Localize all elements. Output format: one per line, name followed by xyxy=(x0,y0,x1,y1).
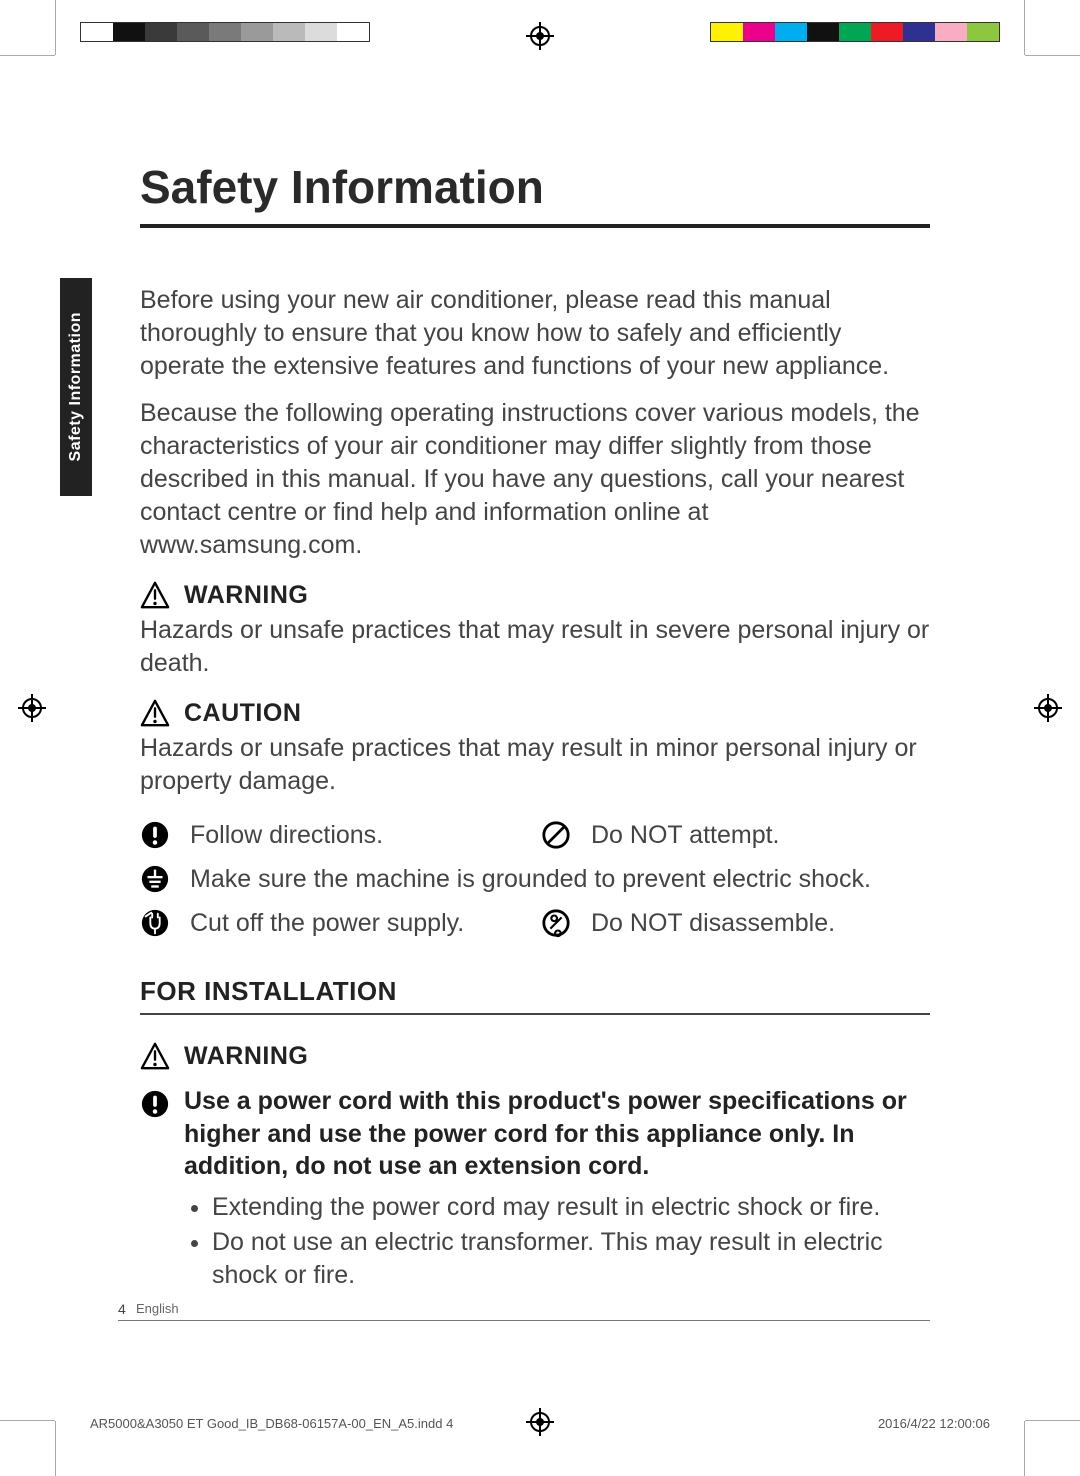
swatch xyxy=(711,23,743,41)
symbol-legend: Follow directions. Do NOT attempt. Make … xyxy=(140,820,930,938)
swatch xyxy=(775,23,807,41)
slug-filename: AR5000&A3050 ET Good_IB_DB68-06157A-00_E… xyxy=(90,1416,453,1431)
page-title: Safety Information xyxy=(140,160,930,228)
registration-mark-icon xyxy=(1034,694,1062,722)
crop-mark xyxy=(1025,55,1080,56)
intro-paragraph: Before using your new air conditioner, p… xyxy=(140,284,930,383)
color-bar-grayscale xyxy=(80,22,370,42)
unplug-icon xyxy=(140,908,170,938)
page-language: English xyxy=(136,1301,179,1316)
caution-heading: CAUTION xyxy=(140,698,930,728)
page-number: 4 xyxy=(118,1301,126,1317)
swatch xyxy=(177,23,209,41)
print-slug: AR5000&A3050 ET Good_IB_DB68-06157A-00_E… xyxy=(90,1416,990,1431)
install-bullet-list: Extending the power cord may result in e… xyxy=(184,1191,930,1292)
warning-text: Hazards or unsafe practices that may res… xyxy=(140,614,930,680)
page-footer: 4 English xyxy=(118,1320,930,1321)
list-item: Extending the power cord may result in e… xyxy=(212,1191,930,1224)
warning-label: WARNING xyxy=(184,581,308,610)
crop-mark xyxy=(0,1420,55,1421)
prohibit-icon xyxy=(541,820,571,850)
swatch xyxy=(337,23,369,41)
crop-mark xyxy=(1024,1421,1025,1476)
swatch xyxy=(145,23,177,41)
registration-mark-icon xyxy=(526,22,554,50)
content-column: Safety Information Before using your new… xyxy=(140,160,930,1294)
install-lead-text: Use a power cord with this product's pow… xyxy=(184,1085,930,1183)
color-bar-cmyk xyxy=(710,22,1000,42)
slug-timestamp: 2016/4/22 12:00:06 xyxy=(878,1416,990,1431)
exclaim-circle-icon xyxy=(140,820,170,850)
swatch xyxy=(81,23,113,41)
section-heading: FOR INSTALLATION xyxy=(140,976,930,1015)
swatch xyxy=(209,23,241,41)
registration-mark-icon xyxy=(18,694,46,722)
swatch xyxy=(903,23,935,41)
no-disassemble-icon xyxy=(541,908,571,938)
swatch xyxy=(273,23,305,41)
caution-label: CAUTION xyxy=(184,699,301,728)
page: Safety Information Safety Information Be… xyxy=(0,0,1080,1476)
swatch xyxy=(967,23,999,41)
warning-triangle-icon xyxy=(140,1041,170,1071)
swatch xyxy=(871,23,903,41)
intro-paragraph: Because the following operating instruct… xyxy=(140,397,930,562)
swatch xyxy=(113,23,145,41)
install-warning-block: Use a power cord with this product's pow… xyxy=(140,1085,930,1294)
warning-heading: WARNING xyxy=(140,1041,930,1071)
symbol-text: Do NOT disassemble. xyxy=(591,909,930,938)
crop-mark xyxy=(1025,1420,1080,1421)
crop-mark xyxy=(55,0,56,55)
crop-mark xyxy=(55,1421,56,1476)
ground-icon xyxy=(140,864,170,894)
symbol-text: Follow directions. xyxy=(190,821,529,850)
symbol-text: Cut off the power supply. xyxy=(190,909,529,938)
symbol-text: Do NOT attempt. xyxy=(591,821,930,850)
symbol-text: Make sure the machine is grounded to pre… xyxy=(190,865,930,894)
swatch xyxy=(241,23,273,41)
swatch xyxy=(305,23,337,41)
swatch xyxy=(743,23,775,41)
crop-mark xyxy=(0,55,55,56)
swatch xyxy=(935,23,967,41)
exclaim-circle-icon xyxy=(140,1089,170,1119)
caution-text: Hazards or unsafe practices that may res… xyxy=(140,732,930,798)
side-tab: Safety Information xyxy=(60,278,92,496)
warning-triangle-icon xyxy=(140,698,170,728)
warning-triangle-icon xyxy=(140,580,170,610)
warning-heading: WARNING xyxy=(140,580,930,610)
swatch xyxy=(807,23,839,41)
swatch xyxy=(839,23,871,41)
side-tab-label: Safety Information xyxy=(67,312,85,461)
list-item: Do not use an electric transformer. This… xyxy=(212,1226,930,1292)
warning-label: WARNING xyxy=(184,1042,308,1071)
crop-mark xyxy=(1024,0,1025,55)
